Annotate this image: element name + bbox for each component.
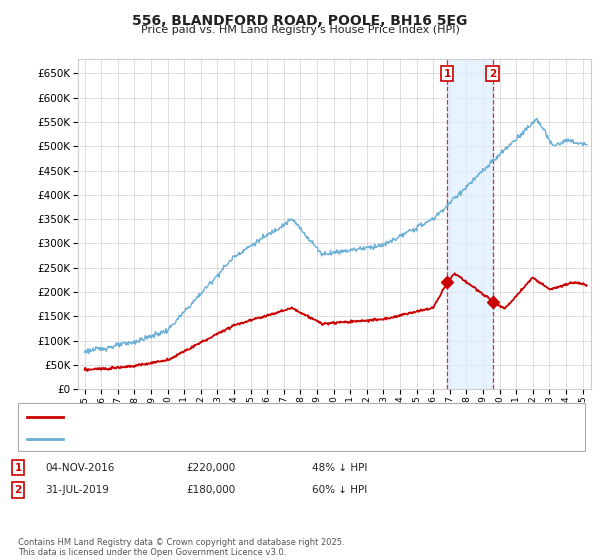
Text: 2: 2 [14,485,22,495]
Text: Price paid vs. HM Land Registry's House Price Index (HPI): Price paid vs. HM Land Registry's House … [140,25,460,35]
Text: 04-NOV-2016: 04-NOV-2016 [45,463,115,473]
Bar [447,59,493,389]
Text: 60% ↓ HPI: 60% ↓ HPI [312,485,367,495]
Text: 2: 2 [489,69,496,78]
Text: 1: 1 [14,463,22,473]
Text: 1: 1 [443,69,451,78]
Text: 556, BLANDFORD ROAD, POOLE, BH16 5EG: 556, BLANDFORD ROAD, POOLE, BH16 5EG [133,14,467,28]
Text: 31-JUL-2019: 31-JUL-2019 [45,485,109,495]
Text: HPI: Average price, detached house, Bournemouth Christchurch and Poole: HPI: Average price, detached house, Bour… [69,434,433,444]
Text: £180,000: £180,000 [186,485,235,495]
Text: £220,000: £220,000 [186,463,235,473]
Text: 48% ↓ HPI: 48% ↓ HPI [312,463,367,473]
Text: 556, BLANDFORD ROAD, POOLE, BH16 5EG (detached house): 556, BLANDFORD ROAD, POOLE, BH16 5EG (de… [69,412,371,422]
Text: Contains HM Land Registry data © Crown copyright and database right 2025.
This d: Contains HM Land Registry data © Crown c… [18,538,344,557]
